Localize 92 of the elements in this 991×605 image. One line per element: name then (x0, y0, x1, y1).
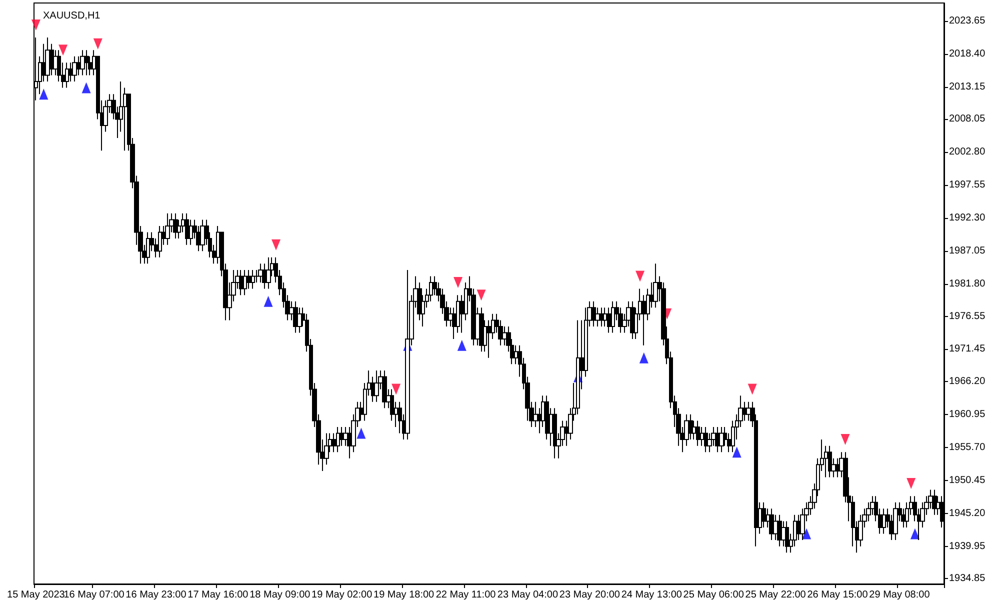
candlestick (630, 300, 635, 340)
point (748, 384, 757, 395)
candlestick (405, 269, 410, 440)
candlestick (165, 212, 170, 246)
candlestick (65, 62, 69, 88)
x-tick-label: 22 May 11:00 (436, 590, 496, 600)
candlestick (251, 269, 255, 290)
candlestick (146, 232, 150, 264)
candlestick (239, 269, 243, 296)
point (31, 19, 40, 30)
x-tick-label: 15 May 2023 (7, 590, 66, 600)
point (906, 478, 916, 490)
candlestick (828, 445, 832, 478)
y-tick-label: 2008.05 (949, 113, 986, 124)
point (39, 88, 48, 100)
point (802, 528, 812, 540)
x-tick-label: 16 May 23:00 (126, 590, 187, 600)
candlestick (185, 212, 189, 246)
candlestick (696, 420, 700, 446)
y-tick-label: 2018.40 (949, 48, 986, 60)
y-tick-label: 1939.95 (949, 541, 986, 552)
candlestick (158, 225, 162, 258)
candlestick (591, 300, 596, 327)
candlestick (374, 370, 379, 402)
point (840, 434, 850, 446)
text: XAUUSD,H1 (43, 10, 101, 22)
candlestick (479, 307, 484, 352)
x-tick-label: 16 May 07:00 (64, 590, 125, 600)
x-tick-label: 25 May 06:00 (683, 590, 744, 600)
x-tick-label: 23 May 04:00 (497, 590, 558, 600)
x-tick-label: 23 May 20:00 (559, 590, 620, 600)
y-tick-label: 2023.65 (949, 15, 986, 26)
candlestick (293, 300, 298, 334)
candlestick (599, 307, 604, 327)
candlestick (785, 520, 789, 554)
candlestick (200, 219, 205, 252)
y-tick-label: 1997.55 (949, 179, 986, 190)
candlestick (893, 502, 898, 541)
y-tick-label: 1976.55 (949, 311, 986, 322)
point (910, 528, 920, 540)
candlestick (719, 426, 724, 453)
y-tick-label: 1971.45 (949, 343, 986, 354)
x-tick-label: 19 May 02:00 (312, 590, 373, 600)
candlestick (266, 256, 271, 290)
point (264, 296, 273, 307)
x-tick-label: 19 May 18:00 (374, 590, 435, 600)
y-tick-label: 2013.15 (949, 81, 986, 92)
y-tick-label: 1987.05 (949, 245, 986, 256)
candlestick (80, 50, 85, 76)
x-tick-label: 29 May 08:00 (869, 590, 930, 600)
candlestick (715, 426, 720, 453)
y-tick-label: 1945.20 (949, 508, 986, 520)
candlestick (173, 212, 178, 240)
point (58, 44, 68, 56)
x-tick-label: 25 May 22:00 (745, 590, 806, 600)
point (356, 428, 366, 439)
candlestick (72, 56, 77, 82)
point (392, 384, 401, 395)
candlestick (553, 408, 557, 459)
y-tick-label: 1934.85 (949, 573, 986, 584)
x-tick-label: 24 May 13:00 (621, 590, 682, 600)
candlestick (704, 426, 708, 453)
y-tick-label: 1981.80 (949, 278, 986, 290)
candlestick (611, 300, 615, 334)
candlestick (45, 37, 50, 82)
point (93, 38, 102, 50)
x-tick-label: 26 May 15:00 (807, 590, 868, 600)
point (272, 239, 281, 250)
point (476, 290, 486, 301)
candlestick (382, 370, 387, 409)
y-tick-label: 1966.20 (949, 376, 986, 388)
candlestick (769, 508, 774, 541)
y-tick-label: 1950.45 (949, 475, 986, 486)
candlestick (84, 50, 89, 76)
x-tick-label: 17 May 16:00 (188, 590, 249, 600)
candlestick (243, 269, 247, 296)
y-tick-label: 1960.95 (949, 409, 986, 420)
x-tick-label: 18 May 09:00 (250, 590, 311, 600)
candlestick (882, 508, 886, 534)
point (82, 82, 91, 94)
point (639, 352, 648, 364)
candlestick (653, 263, 658, 308)
point (636, 270, 645, 282)
y-tick-label: 1992.30 (949, 212, 986, 224)
candlestick (777, 514, 782, 547)
y-tick-label: 2002.80 (949, 146, 986, 158)
point (454, 277, 463, 288)
y-tick-label: 1955.70 (949, 442, 986, 454)
candlestick (336, 426, 340, 453)
candlestick (932, 489, 937, 516)
point (457, 340, 466, 351)
point (732, 446, 742, 458)
